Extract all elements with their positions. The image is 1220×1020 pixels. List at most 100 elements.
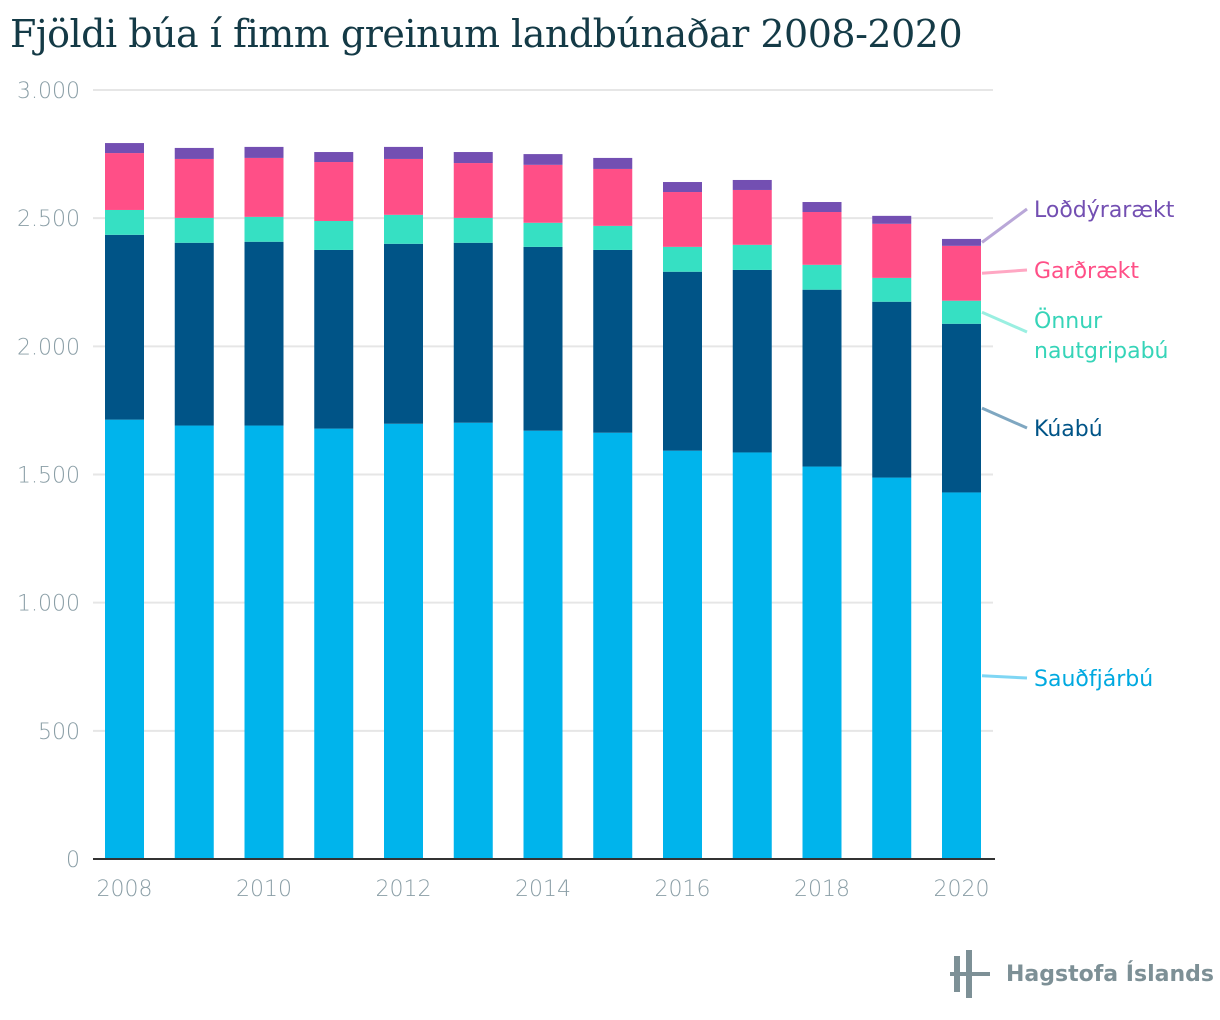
y-tick-label: 500 xyxy=(38,720,80,745)
series-label: nautgripabú xyxy=(1034,339,1168,364)
bar-segment xyxy=(593,249,633,433)
y-tick-label: 3.000 xyxy=(17,79,80,104)
x-tick-label: 2008 xyxy=(97,877,153,902)
bar-segment xyxy=(802,264,842,290)
x-tick-label: 2014 xyxy=(515,877,571,902)
bar-segment xyxy=(593,157,633,169)
bar-segment xyxy=(384,146,423,159)
bar-segment xyxy=(663,271,702,451)
bar-segment xyxy=(453,217,493,243)
bar-segment xyxy=(872,301,912,478)
bar-segment xyxy=(174,158,214,218)
bar-segment xyxy=(663,192,702,247)
bar-segment xyxy=(593,225,633,250)
series-label: Kúabú xyxy=(1034,417,1103,442)
bar-segment xyxy=(244,425,284,859)
bar-stack-2009 xyxy=(174,147,214,859)
bar-segment xyxy=(872,477,912,859)
x-tick-label: 2012 xyxy=(376,877,432,902)
bars xyxy=(105,143,981,859)
bar-segment xyxy=(314,162,354,221)
x-axis-ticks: 2008 2010 2012 2014 2016 2018 2020 xyxy=(97,877,990,902)
bar-segment xyxy=(244,216,284,242)
y-tick-label: 1.000 xyxy=(17,592,80,617)
bar-segment xyxy=(523,222,563,247)
bar-segment xyxy=(174,147,214,159)
bar-segment xyxy=(663,246,702,272)
bar-stack-2018 xyxy=(802,202,842,859)
y-tick-label: 2.500 xyxy=(17,207,80,232)
x-tick-label: 2016 xyxy=(655,877,711,902)
bar-segment xyxy=(802,212,842,265)
bar-segment xyxy=(174,425,214,859)
y-tick-label: 0 xyxy=(66,848,80,873)
bar-segment xyxy=(942,492,981,859)
y-tick-label: 1.500 xyxy=(17,464,80,489)
bar-segment xyxy=(453,163,493,218)
bar-segment xyxy=(314,249,354,429)
bar-segment xyxy=(732,189,772,245)
x-tick-label: 2020 xyxy=(934,877,990,902)
x-tick-label: 2018 xyxy=(794,877,850,902)
bar-segment xyxy=(384,423,423,859)
chart-title: Fjöldi búa í fimm greinum landbúnaðar 20… xyxy=(10,12,963,56)
series-label: Sauðfjárbú xyxy=(1034,667,1153,692)
series-label: Garðrækt xyxy=(1034,259,1139,284)
hagstofa-logo: Hagstofa Íslands xyxy=(950,950,1214,998)
bar-stack-2008 xyxy=(105,143,144,859)
y-axis-ticks: 0 500 1.000 1.500 2.000 2.500 3.000 xyxy=(17,79,80,873)
leader-line xyxy=(981,310,1028,334)
series-labels: Sauðfjárbú Kúabú Önnur nautgripabú Garðrækt L… xyxy=(981,198,1175,692)
bar-segment xyxy=(942,300,981,324)
hagstofa-logo-text: Hagstofa Íslands xyxy=(1006,961,1214,987)
bar-segment xyxy=(593,168,633,226)
hagstofa-logo-icon xyxy=(950,950,990,998)
series-label: Önnur xyxy=(1034,308,1103,334)
bar-segment xyxy=(523,154,563,165)
bar-stack-2019 xyxy=(872,215,912,859)
bar-segment xyxy=(105,419,144,859)
series-label: Loðdýrarækt xyxy=(1034,198,1175,223)
leader-line xyxy=(981,674,1028,680)
bar-segment xyxy=(244,157,284,217)
bar-segment xyxy=(314,152,354,163)
bar-segment xyxy=(802,202,842,213)
bar-segment xyxy=(244,241,284,426)
leader-line xyxy=(981,406,1028,430)
bar-segment xyxy=(244,146,284,158)
bar-segment xyxy=(453,422,493,859)
bar-segment xyxy=(453,242,493,423)
bar-segment xyxy=(732,244,772,270)
y-tick-label: 2.000 xyxy=(17,335,80,360)
bar-segment xyxy=(732,452,772,859)
bar-segment xyxy=(872,277,912,302)
bar-stack-2011 xyxy=(314,152,354,859)
bar-segment xyxy=(174,217,214,243)
bar-segment xyxy=(523,430,563,859)
bar-stack-2014 xyxy=(523,154,563,859)
bar-segment xyxy=(942,323,981,493)
bar-stack-2013 xyxy=(453,152,493,859)
bar-segment xyxy=(872,215,912,224)
bar-stack-2016 xyxy=(663,182,702,859)
bar-stack-2012 xyxy=(384,146,423,859)
bar-segment xyxy=(942,245,981,301)
leader-line xyxy=(981,207,1028,244)
x-tick-label: 2010 xyxy=(236,877,292,902)
bar-segment xyxy=(314,220,354,250)
leader-line xyxy=(981,268,1028,275)
bar-segment xyxy=(732,269,772,453)
bar-stack-2020 xyxy=(942,238,981,859)
bar-segment xyxy=(174,242,214,426)
bar-segment xyxy=(732,179,772,190)
bar-segment xyxy=(593,432,633,859)
bar-segment xyxy=(384,214,423,244)
bar-segment xyxy=(384,243,423,424)
bar-segment xyxy=(663,182,702,193)
bar-stack-2010 xyxy=(244,146,284,859)
bar-segment xyxy=(314,428,354,859)
bar-segment xyxy=(942,238,981,246)
bar-segment xyxy=(384,158,423,215)
bar-segment xyxy=(872,223,912,278)
